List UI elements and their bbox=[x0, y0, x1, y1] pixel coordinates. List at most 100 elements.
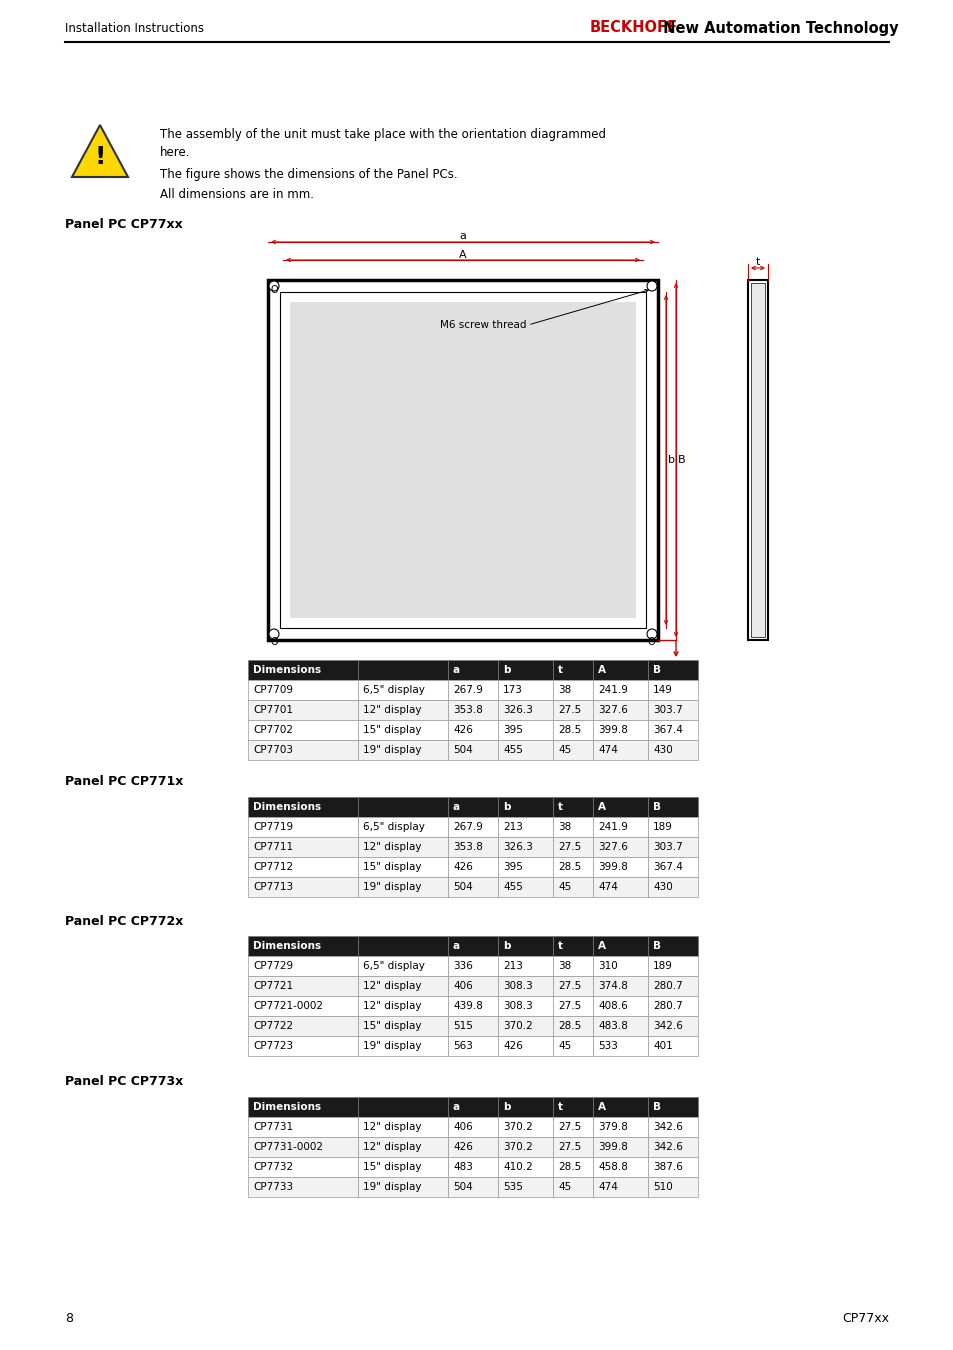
Text: 27.5: 27.5 bbox=[558, 705, 580, 716]
Bar bbox=[553, 1017, 593, 1035]
Bar bbox=[448, 1035, 497, 1056]
Bar bbox=[448, 1098, 497, 1116]
Bar bbox=[553, 660, 593, 680]
Text: CP7731: CP7731 bbox=[253, 1122, 293, 1133]
Text: 19" display: 19" display bbox=[363, 1041, 421, 1052]
Bar bbox=[448, 996, 497, 1017]
Text: 173: 173 bbox=[502, 684, 522, 695]
Text: !: ! bbox=[94, 146, 106, 169]
Bar bbox=[553, 720, 593, 740]
Bar bbox=[448, 796, 497, 817]
Text: 408.6: 408.6 bbox=[598, 1000, 627, 1011]
Bar bbox=[647, 1137, 698, 1157]
Bar bbox=[553, 680, 593, 701]
Text: 303.7: 303.7 bbox=[652, 842, 682, 852]
Bar bbox=[497, 720, 553, 740]
Text: O: O bbox=[271, 637, 278, 647]
Text: 15" display: 15" display bbox=[363, 1021, 421, 1031]
Bar bbox=[357, 1177, 448, 1197]
Text: 38: 38 bbox=[558, 822, 571, 832]
Bar bbox=[448, 817, 497, 837]
Text: b: b bbox=[667, 455, 675, 464]
Text: t: t bbox=[558, 802, 562, 811]
Bar bbox=[647, 857, 698, 878]
Bar bbox=[497, 976, 553, 996]
Bar bbox=[593, 1035, 647, 1056]
Text: t: t bbox=[558, 1102, 562, 1112]
Text: Panel PC CP772x: Panel PC CP772x bbox=[65, 915, 183, 927]
Text: B: B bbox=[652, 802, 660, 811]
Text: 45: 45 bbox=[558, 745, 571, 755]
Bar bbox=[647, 996, 698, 1017]
Bar bbox=[280, 292, 645, 628]
Bar bbox=[593, 1098, 647, 1116]
Bar bbox=[248, 701, 357, 720]
Text: 45: 45 bbox=[558, 1183, 571, 1192]
Bar bbox=[448, 740, 497, 760]
Text: 27.5: 27.5 bbox=[558, 842, 580, 852]
Text: 310: 310 bbox=[598, 961, 618, 971]
Bar bbox=[647, 680, 698, 701]
Text: 367.4: 367.4 bbox=[652, 725, 682, 734]
Bar bbox=[593, 796, 647, 817]
Text: 399.8: 399.8 bbox=[598, 1142, 627, 1152]
Bar bbox=[248, 1137, 357, 1157]
Bar bbox=[248, 720, 357, 740]
Text: Dimensions: Dimensions bbox=[253, 941, 321, 950]
Text: 213: 213 bbox=[502, 822, 522, 832]
Text: a: a bbox=[453, 1102, 459, 1112]
Text: CP7721-0002: CP7721-0002 bbox=[253, 1000, 323, 1011]
Bar bbox=[357, 1137, 448, 1157]
Text: B: B bbox=[678, 455, 685, 464]
Text: 430: 430 bbox=[652, 745, 672, 755]
Text: B: B bbox=[652, 1102, 660, 1112]
Text: Dimensions: Dimensions bbox=[253, 1102, 321, 1112]
Text: 399.8: 399.8 bbox=[598, 725, 627, 734]
Text: 12" display: 12" display bbox=[363, 981, 421, 991]
Bar bbox=[553, 1098, 593, 1116]
Bar bbox=[248, 936, 357, 956]
Text: 28.5: 28.5 bbox=[558, 1162, 580, 1172]
Bar bbox=[448, 1137, 497, 1157]
Bar bbox=[497, 796, 553, 817]
Text: CP7703: CP7703 bbox=[253, 745, 293, 755]
Bar bbox=[357, 1017, 448, 1035]
Bar bbox=[248, 796, 357, 817]
Bar bbox=[553, 878, 593, 896]
Bar bbox=[357, 720, 448, 740]
Text: 483: 483 bbox=[453, 1162, 473, 1172]
Text: CP7723: CP7723 bbox=[253, 1041, 293, 1052]
Text: 426: 426 bbox=[453, 1142, 473, 1152]
Text: 27.5: 27.5 bbox=[558, 1122, 580, 1133]
Text: 149: 149 bbox=[652, 684, 672, 695]
Text: 267.9: 267.9 bbox=[453, 684, 482, 695]
Text: 15" display: 15" display bbox=[363, 1162, 421, 1172]
Text: 510: 510 bbox=[652, 1183, 672, 1192]
Bar bbox=[750, 284, 764, 637]
Text: 308.3: 308.3 bbox=[502, 981, 532, 991]
Text: 504: 504 bbox=[453, 882, 473, 892]
Text: CP77xx: CP77xx bbox=[841, 1311, 888, 1324]
Text: b: b bbox=[502, 666, 510, 675]
Bar bbox=[647, 817, 698, 837]
Text: 189: 189 bbox=[652, 961, 672, 971]
Text: 38: 38 bbox=[558, 961, 571, 971]
Text: 280.7: 280.7 bbox=[652, 1000, 682, 1011]
Text: 213: 213 bbox=[502, 961, 522, 971]
Text: t: t bbox=[755, 256, 760, 267]
Text: Panel PC CP773x: Panel PC CP773x bbox=[65, 1075, 183, 1088]
Bar bbox=[248, 1177, 357, 1197]
Bar bbox=[647, 720, 698, 740]
Text: a: a bbox=[453, 802, 459, 811]
Bar bbox=[497, 1098, 553, 1116]
Bar bbox=[448, 837, 497, 857]
Bar bbox=[448, 1177, 497, 1197]
Text: 483.8: 483.8 bbox=[598, 1021, 627, 1031]
Bar bbox=[593, 1157, 647, 1177]
Text: A: A bbox=[598, 666, 605, 675]
Text: here.: here. bbox=[160, 146, 191, 159]
Text: 241.9: 241.9 bbox=[598, 684, 627, 695]
Text: CP7709: CP7709 bbox=[253, 684, 293, 695]
Bar bbox=[357, 1035, 448, 1056]
Bar bbox=[357, 740, 448, 760]
